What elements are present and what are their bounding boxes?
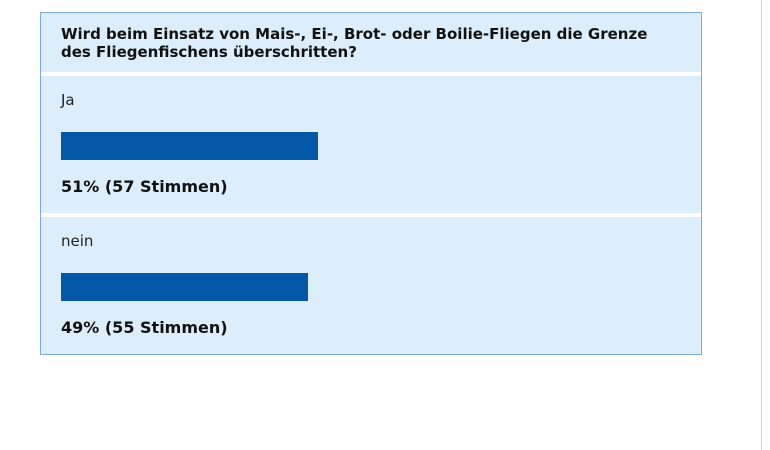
result-bar: [61, 132, 318, 160]
result-bar-track: [61, 132, 681, 160]
option-result: 51% (57 Stimmen): [61, 177, 228, 196]
page-divider: [761, 0, 762, 450]
option-label: Ja: [61, 91, 75, 109]
poll-box: Wird beim Einsatz von Mais-, Ei-, Brot- …: [40, 12, 702, 355]
poll-option-ja: Ja 51% (57 Stimmen): [41, 76, 701, 213]
poll-question: Wird beim Einsatz von Mais-, Ei-, Brot- …: [41, 13, 701, 76]
result-bar-track: [61, 273, 681, 301]
option-result: 49% (55 Stimmen): [61, 318, 228, 337]
option-label: nein: [61, 232, 94, 250]
poll-option-nein: nein 49% (55 Stimmen): [41, 213, 701, 354]
result-bar: [61, 273, 308, 301]
